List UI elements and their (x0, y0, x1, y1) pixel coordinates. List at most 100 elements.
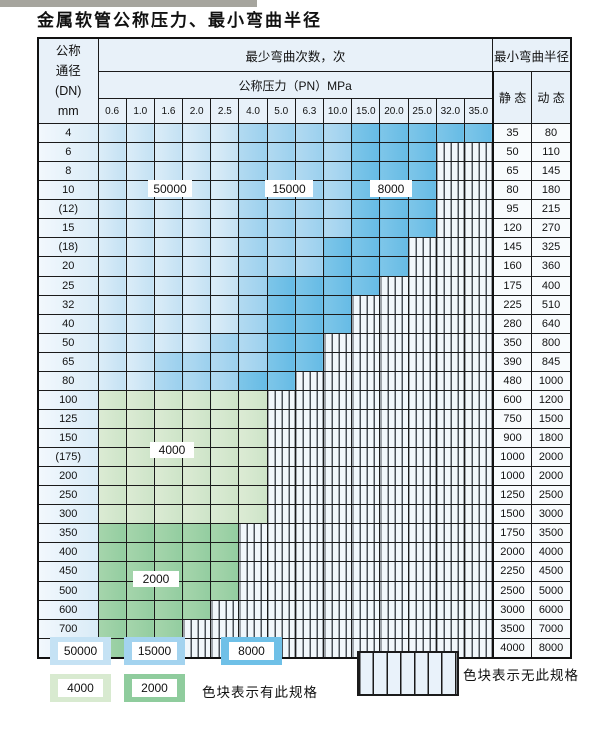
spec-cell-b1 (97, 237, 127, 258)
no-spec-cell (379, 370, 409, 391)
pressure-col-header: 6.3 (294, 98, 325, 124)
spec-cell-b3 (407, 161, 437, 182)
spec-cell-b1 (97, 332, 127, 353)
no-spec-cell (351, 370, 381, 391)
no-spec-cell (435, 275, 465, 296)
spec-cell-g1 (97, 485, 127, 506)
dynamic-value: 400 (531, 275, 572, 296)
static-value: 95 (491, 199, 533, 220)
no-spec-cell (294, 580, 325, 601)
spec-cell-b1 (182, 199, 212, 220)
no-spec-cell (435, 599, 465, 620)
no-spec-cell (435, 180, 465, 201)
no-spec-cell (407, 256, 437, 277)
no-spec-cell (294, 466, 325, 487)
table-row: 32 225 510 (37, 294, 572, 315)
zone-count-label: 50000 (148, 180, 192, 197)
spec-cell-g2 (97, 561, 127, 582)
pressure-col-header: 32.0 (435, 98, 465, 124)
spec-cell-b2 (294, 256, 325, 277)
spec-cell-b2 (238, 237, 268, 258)
spec-cell-b3 (266, 294, 296, 315)
no-spec-cell (463, 618, 494, 639)
static-column-header: 静 态 (491, 71, 533, 124)
spec-cell-b3 (266, 313, 296, 334)
spec-cell-b1 (182, 294, 212, 315)
no-spec-cell (435, 294, 465, 315)
no-spec-cell (407, 580, 437, 601)
pressure-col-header: 1.6 (153, 98, 184, 124)
table-row: (12) 95 215 (37, 199, 572, 220)
spec-cell-b2 (322, 122, 353, 144)
no-spec-cell (322, 332, 353, 353)
spec-cell-b2 (238, 161, 268, 182)
static-value: 50 (491, 142, 533, 163)
dn-cell: 125 (37, 408, 99, 430)
dn-cell: (18) (37, 237, 99, 258)
spec-cell-b1 (182, 313, 212, 334)
no-spec-cell (294, 618, 325, 639)
spec-cell-g1 (97, 504, 127, 525)
dynamic-value: 4500 (531, 561, 572, 582)
pressure-col-header: 15.0 (351, 98, 381, 124)
spec-cell-b2 (238, 142, 268, 163)
no-spec-cell (435, 485, 465, 506)
spec-cell-g1 (238, 447, 268, 468)
spec-cell-g1 (182, 389, 212, 410)
dn-cell: 350 (37, 523, 99, 544)
no-spec-cell (407, 294, 437, 315)
dn-cell: 300 (37, 504, 99, 525)
no-spec-cell (463, 580, 494, 601)
spec-cell-g2 (125, 523, 155, 544)
no-spec-cell (351, 447, 381, 468)
spec-cell-g2 (210, 580, 240, 601)
no-spec-cell (463, 275, 494, 296)
spec-cell-b1 (125, 218, 155, 239)
no-spec-cell (407, 427, 437, 449)
spec-cell-g1 (210, 427, 240, 449)
spec-cell-b3 (266, 370, 296, 391)
no-spec-cell (463, 142, 494, 163)
dynamic-value: 270 (531, 218, 572, 239)
no-spec-cell (463, 180, 494, 201)
spec-cell-b1 (153, 122, 184, 144)
spec-cell-b2 (210, 370, 240, 391)
spec-cell-b1 (210, 218, 240, 239)
legend-has-spec-text: 色块表示有此规格 (202, 685, 318, 700)
dynamic-value: 845 (531, 351, 572, 372)
legend-swatch-label: 2000 (132, 679, 177, 697)
no-spec-cell (407, 370, 437, 391)
spec-cell-g2 (125, 618, 155, 639)
pressure-col-header: 4.0 (238, 98, 268, 124)
no-spec-cell (294, 637, 325, 659)
no-spec-cell (322, 485, 353, 506)
dynamic-value: 110 (531, 142, 572, 163)
spec-cell-b1 (97, 351, 127, 372)
spec-cell-b2 (294, 122, 325, 144)
spec-cell-b1 (97, 275, 127, 296)
dn-cell: 80 (37, 370, 99, 391)
table-row: 80040008000 (37, 637, 572, 659)
dynamic-value: 5000 (531, 580, 572, 601)
no-spec-cell (463, 389, 494, 410)
dn-cell: 100 (37, 389, 99, 410)
spec-cell-b2 (153, 351, 184, 372)
pressure-col-header: 5.0 (266, 98, 296, 124)
zone-count-label: 8000 (370, 180, 412, 197)
static-value: 2000 (491, 542, 533, 563)
static-value: 225 (491, 294, 533, 315)
spec-cell-g1 (125, 408, 155, 430)
no-spec-cell (463, 637, 494, 659)
no-spec-cell (435, 542, 465, 563)
legend-no-spec-swatch (357, 651, 459, 696)
spec-cell-b1 (182, 122, 212, 144)
static-value: 480 (491, 370, 533, 391)
spec-cell-b1 (125, 237, 155, 258)
no-spec-cell (351, 332, 381, 353)
no-spec-cell (379, 523, 409, 544)
no-spec-cell (294, 447, 325, 468)
spec-cell-b3 (294, 275, 325, 296)
spec-cell-b3 (351, 199, 381, 220)
spec-cell-b1 (153, 161, 184, 182)
dn-cell: 40 (37, 313, 99, 334)
